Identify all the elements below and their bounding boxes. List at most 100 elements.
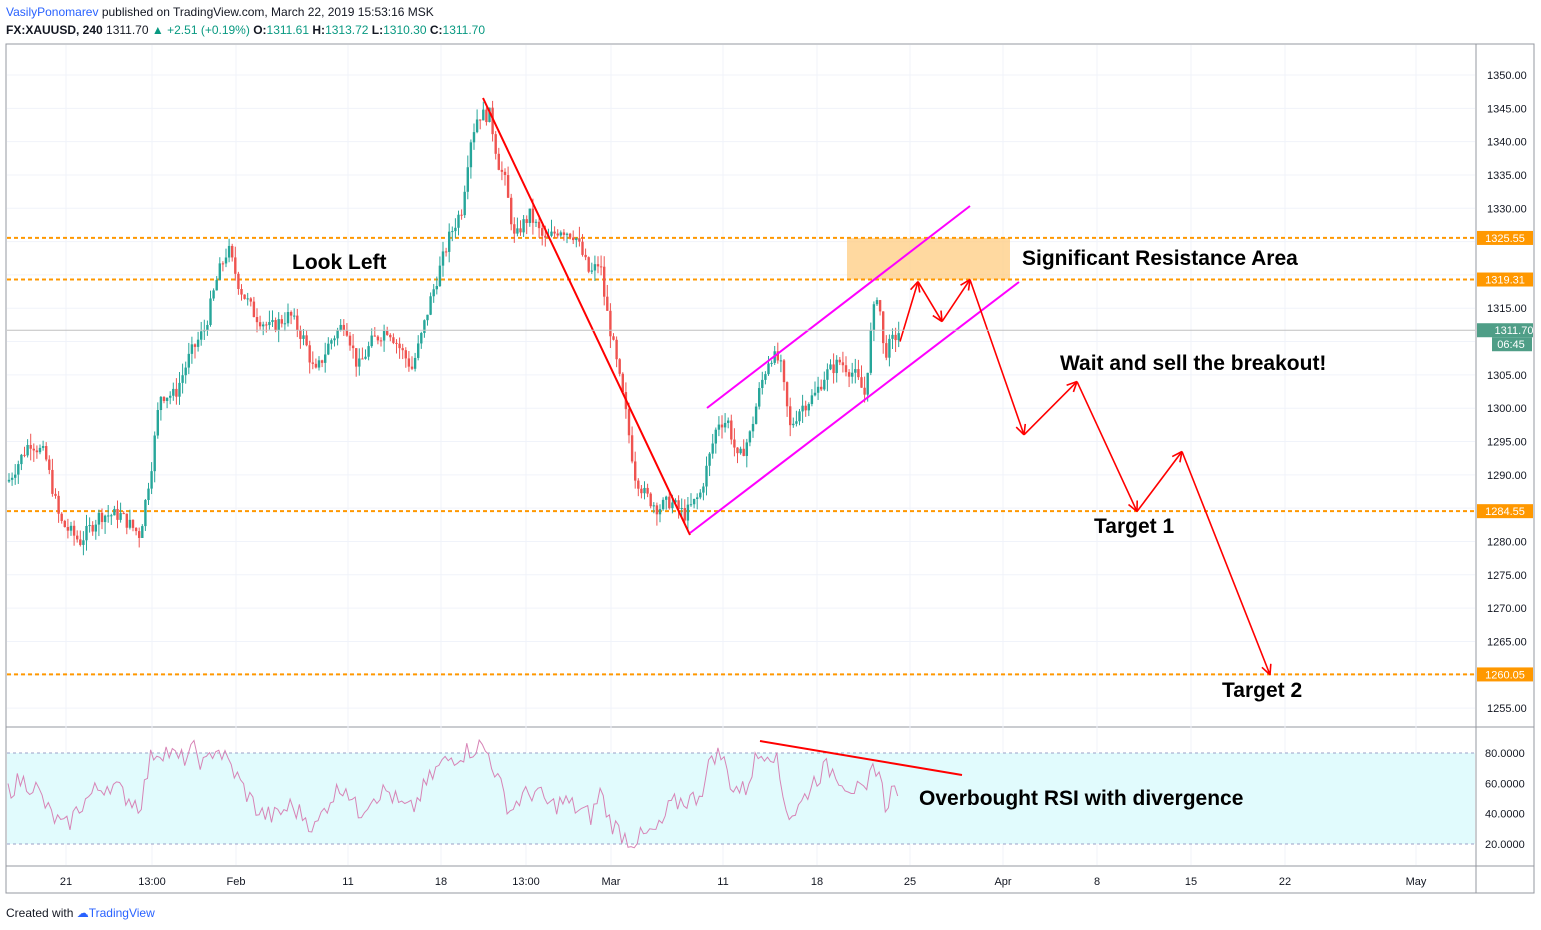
candle-body: [218, 263, 221, 280]
author-link[interactable]: VasilyPonomarev: [6, 5, 99, 19]
rsi-divergence-line[interactable]: [759, 740, 963, 776]
candle-body: [193, 344, 197, 347]
candle-body: [178, 382, 181, 397]
candle-body: [147, 488, 150, 501]
candle-body: [376, 336, 380, 341]
candle-body: [885, 343, 888, 358]
arrow-head: [1171, 450, 1183, 458]
candle-body: [69, 525, 73, 531]
candle-body: [541, 228, 544, 236]
candle-body: [779, 360, 783, 362]
candle-body: [122, 513, 125, 515]
candle-body: [355, 348, 358, 367]
candle-body: [283, 323, 287, 325]
candle-body: [345, 330, 349, 336]
rsi-tick: 40.0000: [1485, 809, 1525, 821]
chart-frame: [5, 43, 1535, 894]
candle-body: [243, 294, 246, 299]
candle-body: [138, 531, 141, 538]
projected-path[interactable]: [899, 278, 1272, 676]
candle-body: [516, 228, 519, 234]
candle-body: [618, 359, 621, 374]
candle-body: [500, 169, 504, 172]
candle-body: [751, 423, 755, 432]
price-tick: 1275.00: [1487, 570, 1527, 582]
candle-body: [857, 369, 860, 378]
candle-body: [519, 228, 522, 233]
candle-body: [506, 175, 510, 198]
candle-body: [550, 231, 553, 236]
candle-body: [237, 273, 240, 290]
candle-body: [559, 232, 562, 236]
tradingview-link[interactable]: TradingView: [88, 906, 155, 920]
channel-lower-line[interactable]: [689, 281, 1020, 534]
candle-body: [851, 372, 854, 377]
candle-body: [451, 231, 454, 233]
candle-body: [708, 453, 711, 466]
candle-body: [333, 338, 336, 341]
candle-body: [91, 525, 94, 532]
candle-body: [745, 442, 748, 456]
chart-canvas[interactable]: 1350.00 1345.00 1340.00 1335.00 1330.00 1315.…: [0, 0, 1541, 900]
arrow-head: [932, 314, 943, 323]
candle-body: [234, 257, 237, 274]
price-tick: 1305.00: [1487, 370, 1527, 382]
candle-body: [568, 233, 572, 238]
candle-body: [308, 345, 311, 363]
candle-body: [330, 340, 333, 344]
candle-body: [48, 459, 51, 470]
candle-body: [590, 270, 593, 272]
candle-body: [863, 387, 866, 395]
publish-text: published on TradingView.com, March 22, …: [101, 5, 434, 19]
arrow-head: [909, 281, 919, 291]
candle-body: [159, 396, 163, 411]
target1-label: Target 1: [1094, 515, 1174, 538]
candle-body: [599, 266, 603, 268]
resistance-zone[interactable]: [847, 237, 1010, 280]
candle-body: [72, 525, 76, 536]
candle-body: [692, 498, 696, 505]
candle-body: [125, 513, 128, 528]
candle-body: [717, 424, 721, 430]
candle-body: [841, 362, 845, 366]
candle-body: [485, 109, 488, 123]
candle-body: [609, 310, 612, 337]
candle-body: [668, 496, 671, 509]
candle-body: [401, 348, 404, 351]
price-tick: 1295.00: [1487, 437, 1527, 449]
channel-upper-line[interactable]: [706, 205, 971, 409]
candle-body: [293, 315, 296, 317]
candle-body: [116, 509, 119, 520]
candle-body: [85, 525, 88, 541]
time-tick: 8: [1094, 876, 1100, 888]
candle-body: [720, 424, 724, 428]
level-label: 1284.55: [1485, 506, 1525, 518]
candle-body: [249, 298, 252, 302]
candle-body: [426, 314, 429, 321]
level-label: 1325.55: [1485, 233, 1525, 245]
time-tick: 18: [435, 876, 447, 888]
arrow-head: [967, 279, 971, 291]
level-badge: [1477, 504, 1533, 519]
candle-body: [348, 335, 352, 346]
candle-body: [286, 311, 290, 324]
candle-body: [460, 214, 463, 216]
arrow-head: [1127, 503, 1138, 513]
candle-body: [296, 315, 299, 331]
arrow-head: [1072, 381, 1078, 393]
candle-body: [454, 227, 457, 232]
candle-body: [441, 251, 445, 266]
candle-body: [584, 254, 587, 258]
price-tick: 1335.00: [1487, 170, 1527, 182]
arrow-head: [1269, 663, 1272, 675]
rsi-note-label: Overbought RSI with divergence: [919, 787, 1243, 810]
time-tick: May: [1406, 876, 1427, 888]
candle-body: [878, 300, 882, 312]
downtrend-line[interactable]: [482, 97, 691, 536]
candle-body: [373, 335, 376, 337]
candle-body: [32, 448, 35, 451]
candle-body: [265, 324, 268, 326]
candle-body: [661, 499, 665, 510]
candle-body: [711, 443, 714, 454]
candle-body: [54, 493, 57, 496]
